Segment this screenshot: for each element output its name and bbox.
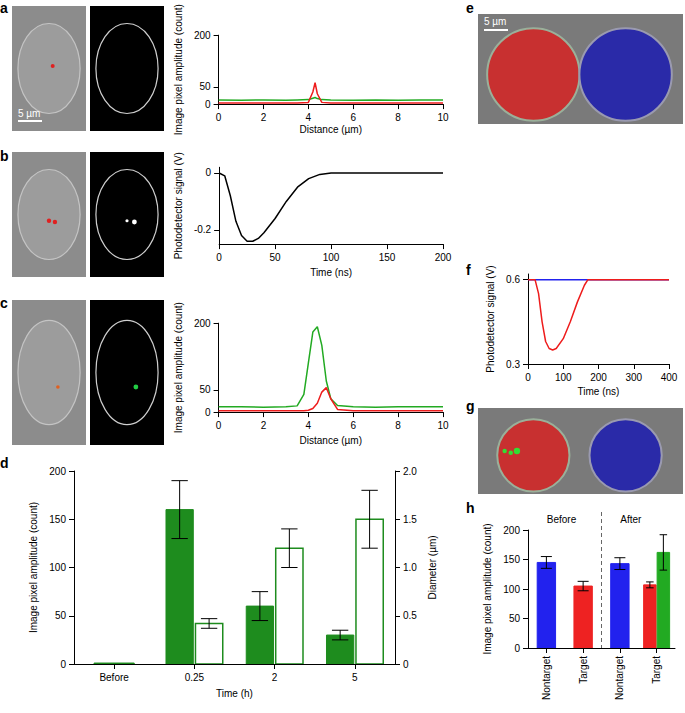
svg-text:4: 4 (306, 112, 312, 123)
svg-text:200: 200 (590, 372, 607, 383)
svg-text:50: 50 (270, 252, 282, 263)
svg-text:200: 200 (49, 466, 66, 477)
svg-text:Image pixel amplitude (count): Image pixel amplitude (count) (173, 4, 184, 135)
svg-text:200: 200 (194, 318, 211, 329)
svg-text:6: 6 (350, 420, 356, 431)
svg-text:50: 50 (55, 610, 67, 621)
svg-text:0: 0 (403, 659, 409, 670)
svg-text:10: 10 (437, 420, 449, 431)
svg-text:0: 0 (216, 252, 222, 263)
svg-text:1.0: 1.0 (403, 562, 417, 573)
svg-text:Distance (µm): Distance (µm) (300, 124, 362, 135)
svg-text:5 µm: 5 µm (18, 108, 40, 119)
svg-text:Image pixel amplitude (count): Image pixel amplitude (count) (173, 302, 184, 433)
html-text:f: f (466, 262, 471, 278)
svg-text:150: 150 (503, 554, 520, 565)
svg-text:Time (ns): Time (ns) (578, 386, 620, 397)
svg-text:Time (ns): Time (ns) (310, 267, 352, 278)
svg-text:50: 50 (199, 384, 211, 395)
svg-text:400: 400 (661, 372, 678, 383)
svg-text:Distance (µm): Distance (µm) (300, 435, 362, 446)
svg-text:Nontarget: Nontarget (614, 656, 625, 700)
html-text:b: b (0, 148, 9, 164)
svg-text:-0.2: -0.2 (194, 224, 212, 235)
svg-text:100: 100 (555, 372, 572, 383)
svg-text:Image pixel amplitude (count): Image pixel amplitude (count) (482, 523, 493, 654)
svg-text:0.25: 0.25 (185, 672, 205, 683)
svg-text:0.5: 0.5 (403, 610, 417, 621)
svg-text:Photodetector signal (V): Photodetector signal (V) (485, 265, 496, 372)
svg-text:1.5: 1.5 (403, 514, 417, 525)
svg-text:Before: Before (99, 672, 129, 683)
svg-text:0: 0 (60, 659, 66, 670)
html-text:g: g (466, 398, 475, 414)
svg-text:100: 100 (323, 252, 340, 263)
svg-text:0: 0 (514, 643, 520, 654)
html-text:e: e (466, 0, 474, 16)
svg-text:100: 100 (503, 584, 520, 595)
svg-text:8: 8 (395, 112, 401, 123)
svg-text:Diameter (µm): Diameter (µm) (427, 535, 438, 599)
svg-text:5: 5 (352, 672, 358, 683)
svg-text:0: 0 (216, 112, 222, 123)
svg-text:50: 50 (199, 81, 211, 92)
svg-text:2: 2 (261, 420, 267, 431)
svg-text:150: 150 (49, 514, 66, 525)
svg-text:4: 4 (306, 420, 312, 431)
svg-text:200: 200 (503, 525, 520, 536)
svg-text:2: 2 (272, 672, 278, 683)
html-text:c: c (0, 295, 8, 311)
svg-text:Image pixel amplitude (count): Image pixel amplitude (count) (28, 502, 39, 633)
svg-text:10: 10 (437, 112, 449, 123)
svg-text:200: 200 (435, 252, 452, 263)
svg-text:300: 300 (625, 372, 642, 383)
html-text:d: d (0, 455, 9, 471)
html-text:h: h (466, 500, 475, 516)
svg-text:Nontarget: Nontarget (541, 656, 552, 700)
svg-text:2: 2 (261, 112, 267, 123)
svg-text:Photodetector signal (V): Photodetector signal (V) (173, 152, 184, 259)
svg-text:5 µm: 5 µm (484, 16, 506, 27)
svg-text:0.6: 0.6 (506, 274, 520, 285)
svg-text:2.0: 2.0 (403, 466, 417, 477)
svg-text:Target: Target (578, 656, 589, 684)
svg-text:After: After (620, 514, 642, 525)
html-text:a: a (0, 0, 8, 16)
svg-text:50: 50 (509, 613, 521, 624)
svg-text:6: 6 (350, 112, 356, 123)
svg-text:0: 0 (216, 420, 222, 431)
svg-text:Before: Before (547, 514, 577, 525)
svg-text:Time (h): Time (h) (216, 688, 253, 699)
svg-text:0: 0 (205, 99, 211, 110)
svg-text:0: 0 (205, 407, 211, 418)
svg-text:0: 0 (525, 372, 531, 383)
svg-text:150: 150 (379, 252, 396, 263)
svg-text:8: 8 (395, 420, 401, 431)
svg-text:100: 100 (49, 562, 66, 573)
svg-text:200: 200 (194, 30, 211, 41)
svg-text:0.3: 0.3 (506, 359, 520, 370)
svg-text:0: 0 (206, 167, 212, 178)
svg-text:Target: Target (651, 656, 662, 684)
